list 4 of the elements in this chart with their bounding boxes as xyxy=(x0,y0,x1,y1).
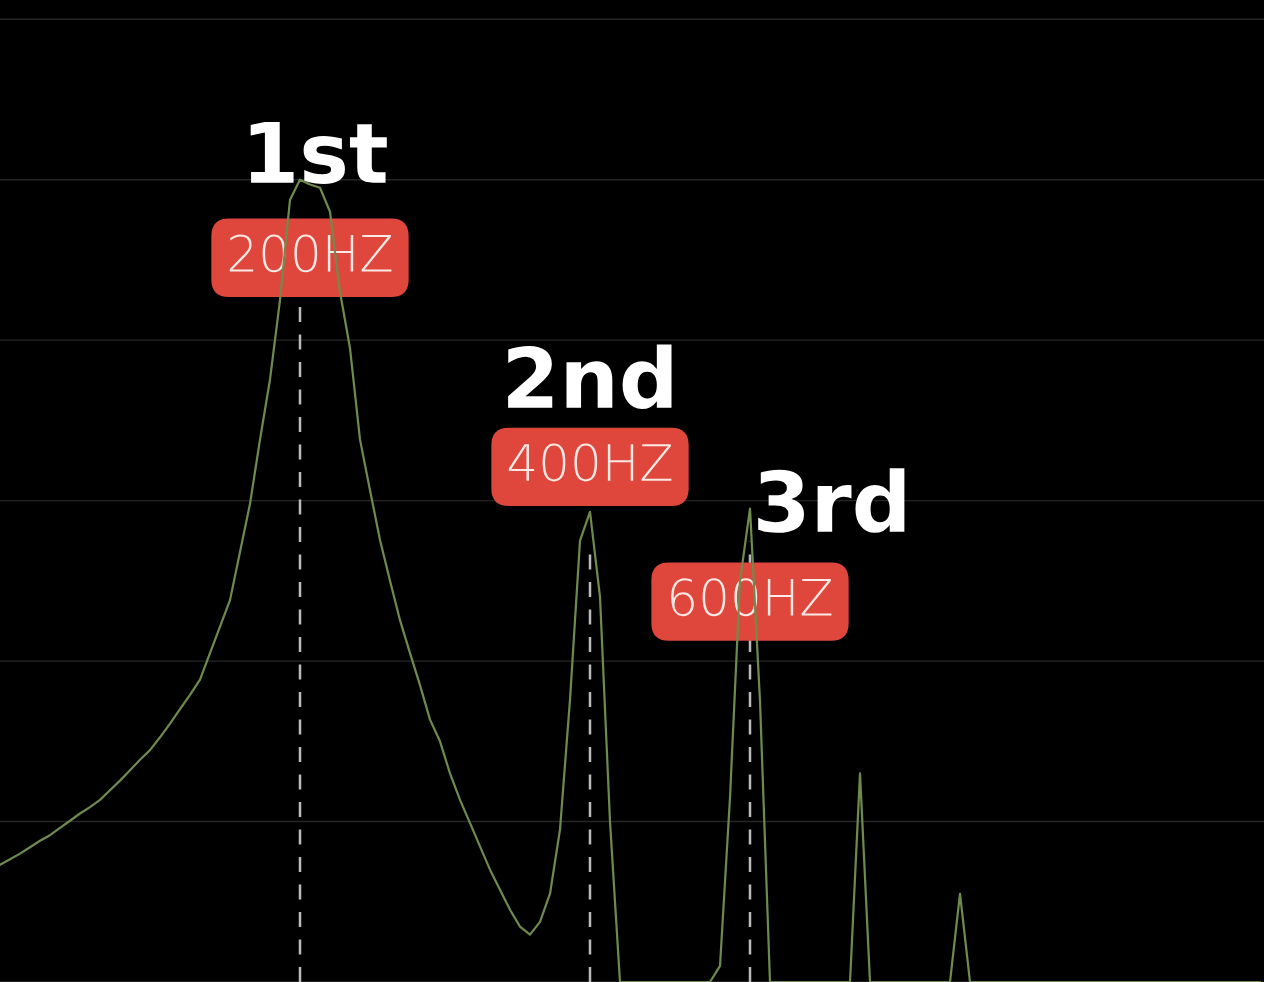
annotation: 2nd xyxy=(508,344,672,410)
annotation: 1st xyxy=(250,121,387,184)
annotation: 3rd xyxy=(758,468,905,533)
annotation: 400HZ xyxy=(508,443,672,482)
